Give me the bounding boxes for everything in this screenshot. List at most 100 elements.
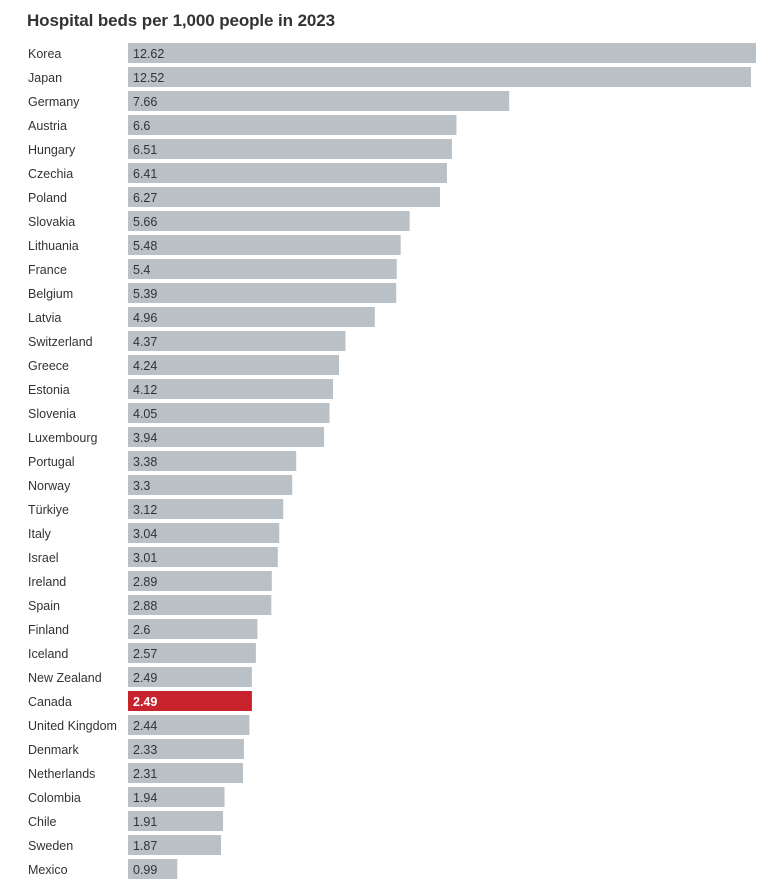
category-label-luxembourg: Luxembourg	[28, 431, 98, 445]
category-label-israel: Israel	[28, 551, 59, 565]
bar-finland	[128, 619, 258, 639]
category-label-mexico: Mexico	[28, 863, 68, 877]
bar-czechia	[128, 163, 447, 183]
bar-japan	[128, 67, 752, 87]
value-label-switzerland: 4.37	[133, 335, 157, 349]
value-label-denmark: 2.33	[133, 743, 157, 757]
category-label-ireland: Ireland	[28, 575, 66, 589]
value-label-czechia: 6.41	[133, 167, 157, 181]
category-label-austria: Austria	[28, 119, 67, 133]
category-label-czechia: Czechia	[28, 167, 73, 181]
category-label-korea: Korea	[28, 47, 61, 61]
value-label-finland: 2.6	[133, 623, 150, 637]
category-label-hungary: Hungary	[28, 143, 76, 157]
category-label-norway: Norway	[28, 479, 71, 493]
value-label-italy: 3.04	[133, 527, 157, 541]
value-label-austria: 6.6	[133, 119, 150, 133]
value-label-luxembourg: 3.94	[133, 431, 157, 445]
bar-norway	[128, 475, 293, 495]
category-label-poland: Poland	[28, 191, 67, 205]
category-label-estonia: Estonia	[28, 383, 70, 397]
value-label-united-kingdom: 2.44	[133, 719, 157, 733]
category-label-switzerland: Switzerland	[28, 335, 93, 349]
value-label-poland: 6.27	[133, 191, 157, 205]
value-label-israel: 3.01	[133, 551, 157, 565]
bar-italy	[128, 523, 280, 543]
value-label-japan: 12.52	[133, 71, 164, 85]
value-label-canada: 2.49	[133, 695, 157, 709]
bar-colombia	[128, 787, 225, 807]
bar-netherlands	[128, 763, 243, 783]
category-label-italy: Italy	[28, 527, 52, 541]
category-label-slovenia: Slovenia	[28, 407, 76, 421]
chart-title: Hospital beds per 1,000 people in 2023	[27, 11, 335, 30]
category-label-canada: Canada	[28, 695, 72, 709]
category-label-iceland: Iceland	[28, 647, 68, 661]
category-label-united-kingdom: United Kingdom	[28, 719, 117, 733]
value-label-slovakia: 5.66	[133, 215, 157, 229]
bar-latvia	[128, 307, 375, 327]
bar-mexico	[128, 859, 178, 879]
value-label-greece: 4.24	[133, 359, 157, 373]
category-label-germany: Germany	[28, 95, 80, 109]
value-label-france: 5.4	[133, 263, 150, 277]
category-label-france: France	[28, 263, 67, 277]
bar-luxembourg	[128, 427, 325, 447]
category-label-lithuania: Lithuania	[28, 239, 79, 253]
value-label-portugal: 3.38	[133, 455, 157, 469]
bar-germany	[128, 91, 510, 111]
category-label-sweden: Sweden	[28, 839, 73, 853]
value-label-spain: 2.88	[133, 599, 157, 613]
bar-austria	[128, 115, 457, 135]
category-label-chile: Chile	[28, 815, 57, 829]
category-label-spain: Spain	[28, 599, 60, 613]
bar-portugal	[128, 451, 297, 471]
value-label-lithuania: 5.48	[133, 239, 157, 253]
bar-slovakia	[128, 211, 410, 231]
bar-belgium	[128, 283, 397, 303]
bar-iceland	[128, 643, 256, 663]
category-label-latvia: Latvia	[28, 311, 61, 325]
bar-poland	[128, 187, 441, 207]
category-label-greece: Greece	[28, 359, 69, 373]
value-label-sweden: 1.87	[133, 839, 157, 853]
category-label-colombia: Colombia	[28, 791, 81, 805]
value-label-norway: 3.3	[133, 479, 150, 493]
bar-new-zealand	[128, 667, 252, 687]
bar-sweden	[128, 835, 222, 855]
category-label-denmark: Denmark	[28, 743, 79, 757]
value-label-belgium: 5.39	[133, 287, 157, 301]
value-label-iceland: 2.57	[133, 647, 157, 661]
bar-spain	[128, 595, 272, 615]
category-label-new-zealand: New Zealand	[28, 671, 102, 685]
bar-switzerland	[128, 331, 346, 351]
value-label-slovenia: 4.05	[133, 407, 157, 421]
value-label-chile: 1.91	[133, 815, 157, 829]
value-label-mexico: 0.99	[133, 863, 157, 877]
category-label-japan: Japan	[28, 71, 62, 85]
bar-hungary	[128, 139, 452, 159]
category-label-t-rkiye: Türkiye	[28, 503, 69, 517]
category-label-portugal: Portugal	[28, 455, 75, 469]
category-label-belgium: Belgium	[28, 287, 73, 301]
bar-france	[128, 259, 397, 279]
value-label-colombia: 1.94	[133, 791, 157, 805]
category-label-slovakia: Slovakia	[28, 215, 75, 229]
bar-greece	[128, 355, 339, 375]
bar-ireland	[128, 571, 272, 591]
bar-lithuania	[128, 235, 401, 255]
value-label-t-rkiye: 3.12	[133, 503, 157, 517]
value-label-hungary: 6.51	[133, 143, 157, 157]
value-label-estonia: 4.12	[133, 383, 157, 397]
bar-denmark	[128, 739, 244, 759]
value-label-korea: 12.62	[133, 47, 164, 61]
bar-slovenia	[128, 403, 330, 423]
value-label-germany: 7.66	[133, 95, 157, 109]
category-label-finland: Finland	[28, 623, 69, 637]
category-label-netherlands: Netherlands	[28, 767, 95, 781]
bar-israel	[128, 547, 278, 567]
value-label-ireland: 2.89	[133, 575, 157, 589]
bar-united-kingdom	[128, 715, 250, 735]
bar-canada	[128, 691, 252, 711]
